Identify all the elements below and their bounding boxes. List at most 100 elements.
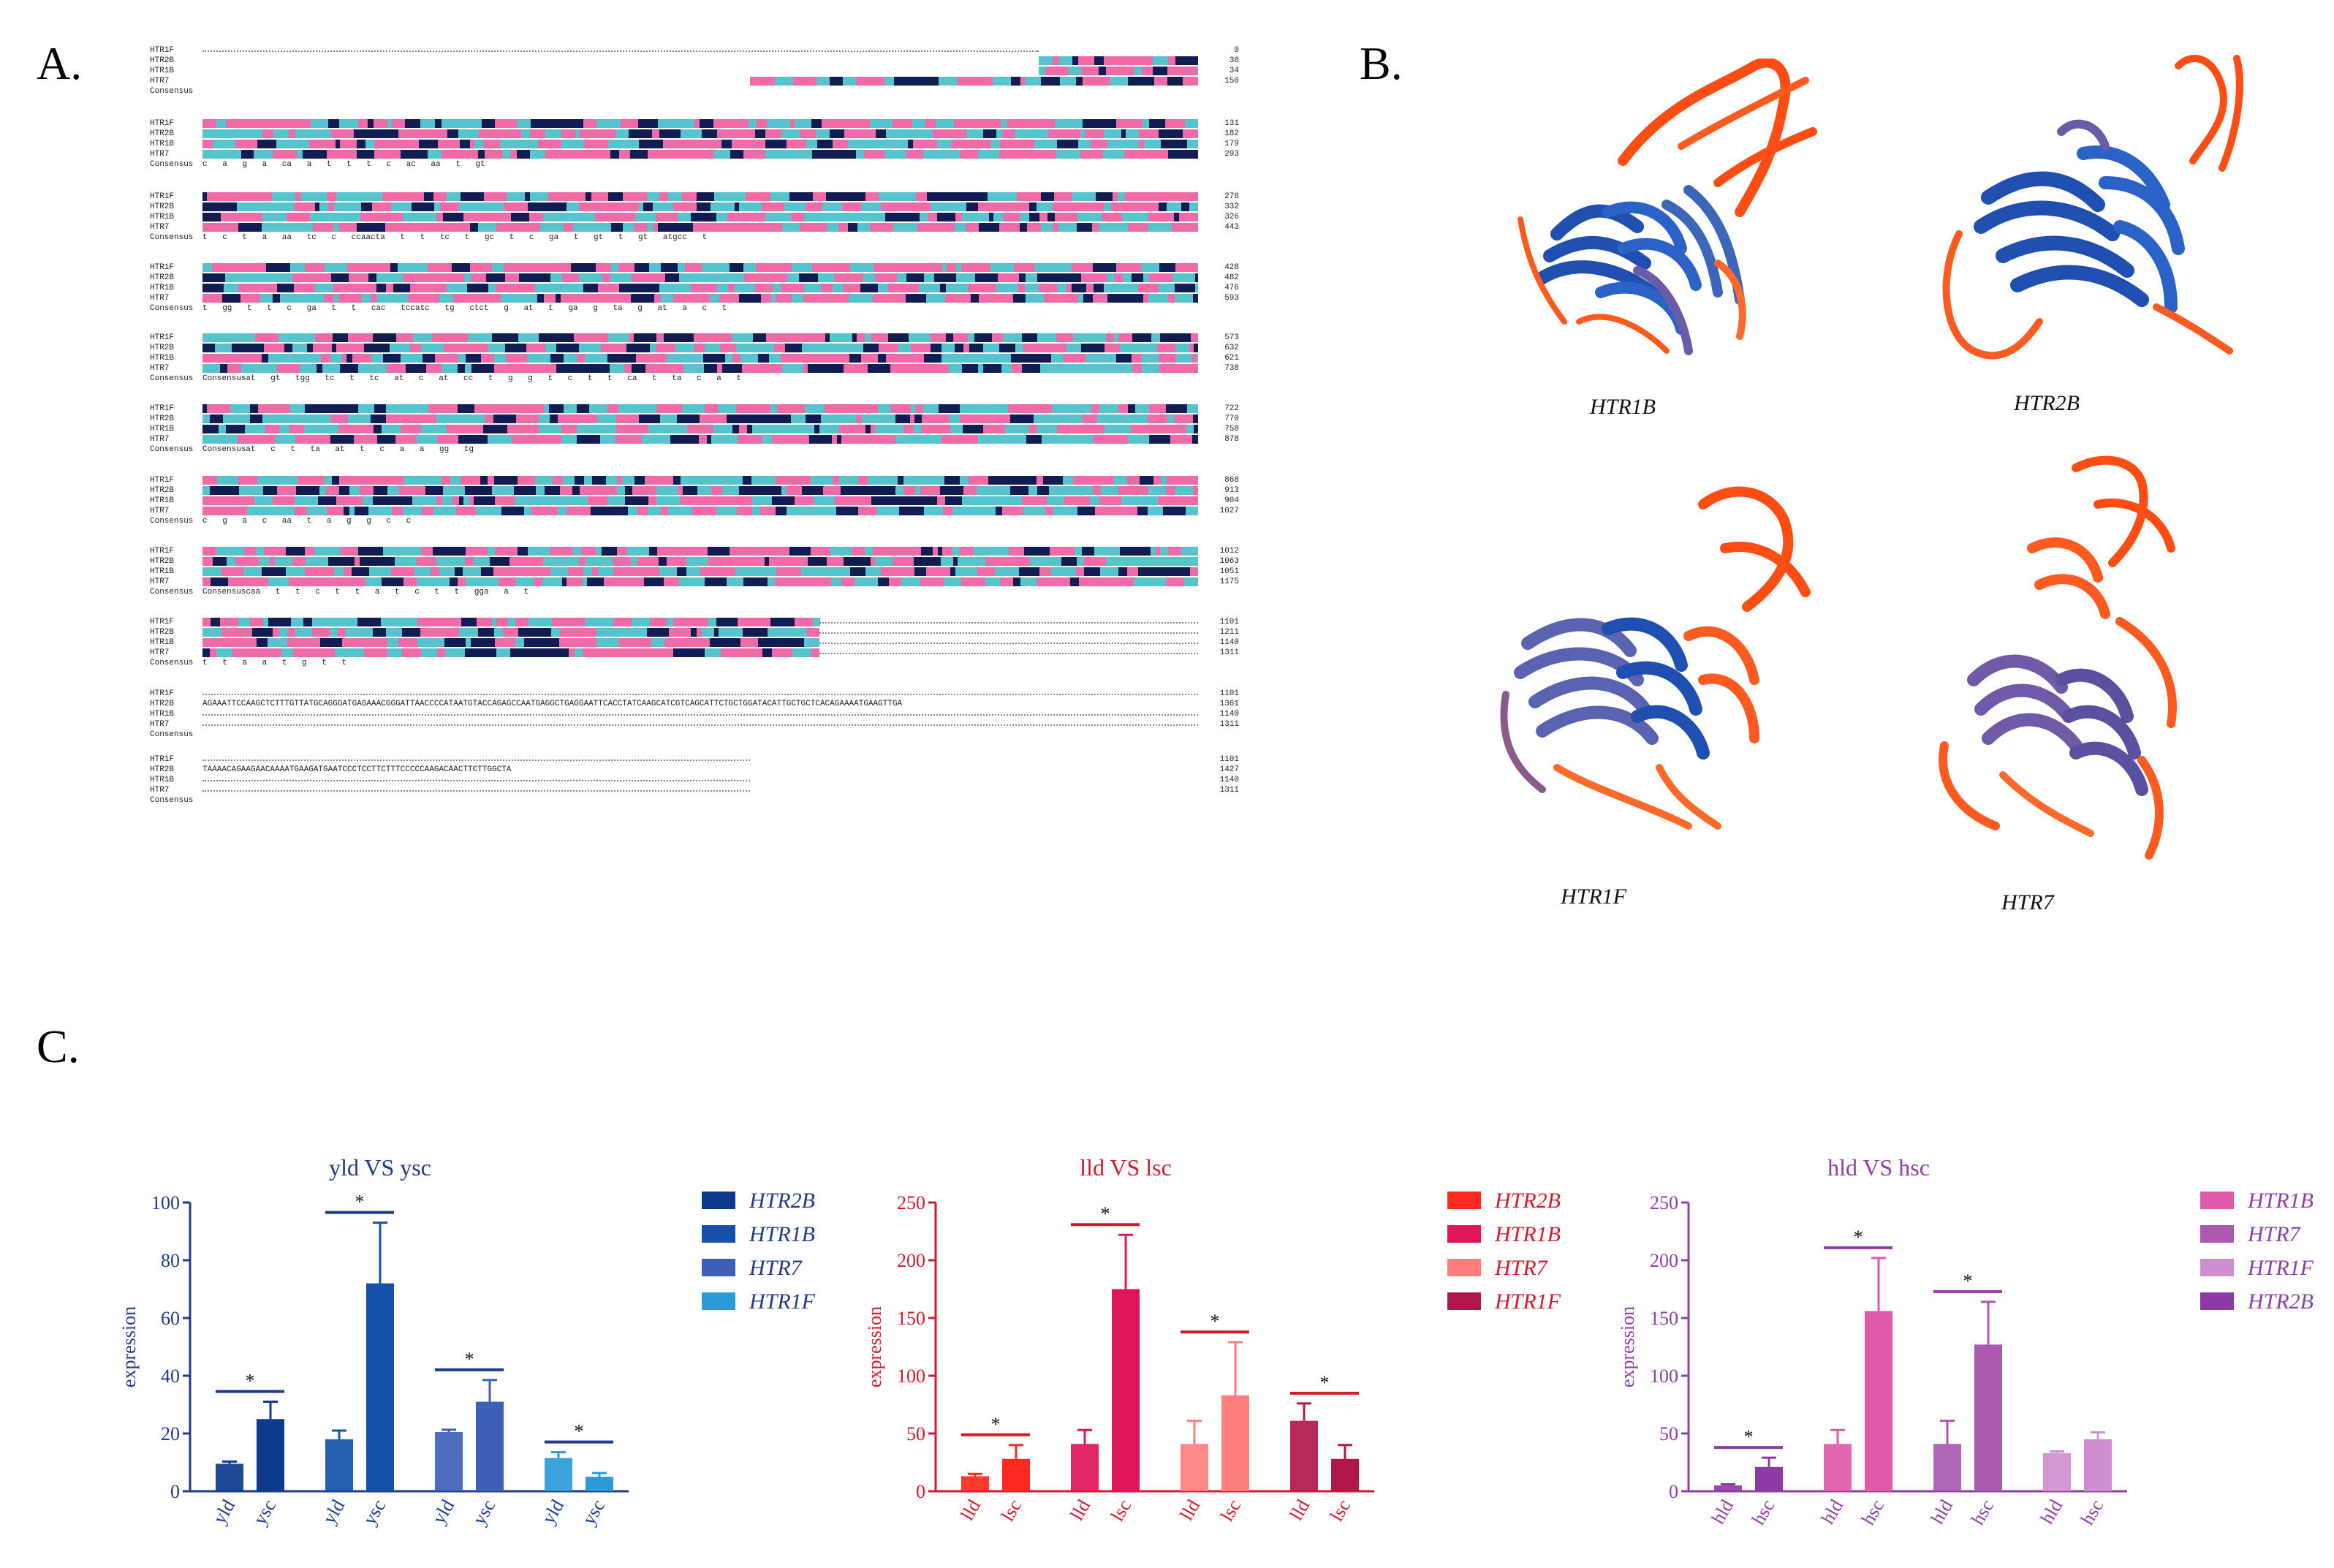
- alignment-residue-block: [319, 486, 326, 495]
- alignment-residue-block: [413, 333, 426, 342]
- alignment-residue-block: [956, 273, 975, 282]
- alignment-residue-block: [766, 273, 787, 282]
- alignment-residue-block: [564, 354, 577, 363]
- alignment-residue-block: [470, 223, 478, 232]
- alignment-residue-block: [295, 333, 315, 342]
- alignment-residue-block: [466, 202, 482, 211]
- alignment-residue-block: [535, 263, 553, 272]
- alignment-residue-block: [478, 150, 485, 159]
- alignment-residue-block: [899, 129, 921, 138]
- alignment-residue-block: [1058, 273, 1081, 282]
- alignment-residue-block: [629, 129, 652, 138]
- alignment-residue-block: [505, 344, 517, 352]
- alignment-residue-block: [891, 294, 906, 303]
- alignment-residue-block: [358, 404, 370, 413]
- alignment-residue-block: [605, 202, 629, 211]
- alignment-residue-block: [800, 223, 822, 232]
- alignment-residue-block: [901, 577, 920, 586]
- alignment-residue-block: [558, 414, 576, 423]
- alignment-residue-block: [387, 364, 406, 373]
- alignment-residue-block: [338, 435, 354, 444]
- alignment-row: HTR2B 913: [150, 485, 1239, 496]
- alignment-row-name: HTR7: [150, 720, 170, 729]
- alignment-residue-block: [789, 333, 813, 342]
- alignment-residue-block: [561, 294, 578, 303]
- alignment-residue-block: [482, 119, 495, 128]
- alignment-residue-block: [299, 567, 305, 576]
- alignment-residue-block: [983, 129, 996, 138]
- alignment-residue-block: [1078, 56, 1095, 65]
- alignment-residue-block: [349, 486, 360, 495]
- alignment-residue-block: [516, 414, 539, 423]
- alignment-residue-block: [711, 202, 735, 211]
- alignment-residue-block: [1049, 486, 1057, 495]
- alignment-track: [202, 354, 1198, 363]
- alignment-residue-block: [717, 129, 721, 138]
- alignment-residue-block: [583, 577, 587, 586]
- alignment-residue-block: [889, 577, 901, 586]
- alignment-residue-block: [396, 213, 403, 221]
- alignment-residue-block: [603, 628, 624, 637]
- alignment-residue-block: [401, 150, 407, 159]
- alignment-residue-block: [962, 354, 982, 363]
- alignment-residue-block: [287, 638, 311, 647]
- alignment-residue-block: [952, 507, 963, 515]
- x-tick-label: hsc: [1857, 1496, 1888, 1529]
- alignment-residue-block: [390, 344, 410, 352]
- alignment-residue-block: [830, 333, 852, 342]
- alignment-residue-block: [221, 344, 232, 352]
- alignment-residue-block: [262, 213, 287, 221]
- alignment-residue-block: [1118, 333, 1132, 342]
- alignment-residue-block: [777, 404, 795, 413]
- alignment-residue-block: [906, 150, 917, 159]
- alignment-residue-block: [1020, 150, 1035, 159]
- alignment-residue-block: [765, 557, 769, 566]
- alignment-residue-block: [921, 547, 933, 556]
- alignment-residue-block: [352, 567, 369, 576]
- alignment-row-name: HTR1B: [150, 213, 175, 221]
- alignment-residue-block: [1072, 213, 1077, 221]
- alignment-residue-block: [567, 577, 583, 586]
- alignment-residue-block: [1055, 119, 1074, 128]
- alignment-residue-block: [968, 333, 974, 342]
- alignment-residue-block: [611, 223, 623, 232]
- alignment-residue-block: [990, 263, 1014, 272]
- alignment-row-end: 1051: [1219, 567, 1239, 576]
- alignment-residue-block: [536, 547, 550, 556]
- alignment-row: HTR1F 722: [150, 404, 1239, 414]
- alignment-residue-block: [789, 435, 809, 444]
- alignment-row-end: 1311: [1219, 720, 1239, 729]
- alignment-residue-block: [530, 294, 537, 303]
- alignment-residue-block: [1029, 140, 1034, 148]
- alignment-residue-block: [924, 273, 934, 282]
- alignment-residue-block: [1130, 140, 1139, 148]
- alignment-residue-block: [1183, 364, 1198, 373]
- alignment-residue-block: [994, 294, 1013, 303]
- alignment-residue-block: [727, 577, 743, 586]
- alignment-residue-block: [582, 150, 594, 159]
- alignment-residue-block: [1037, 577, 1041, 586]
- alignment-residue-block: [938, 547, 942, 556]
- alignment-residue-block: [906, 557, 914, 566]
- alignment-residue-block: [1039, 67, 1046, 75]
- alignment-residue-block: [438, 577, 450, 586]
- alignment-residue-block: [1012, 364, 1022, 373]
- alignment-residue-block: [459, 628, 478, 637]
- alignment-residue-block: [297, 150, 303, 159]
- alignment-row-end: 326: [1224, 213, 1239, 221]
- alignment-residue-block: [757, 119, 767, 128]
- alignment-residue-block: [319, 202, 328, 211]
- alignment-residue-block: [335, 648, 343, 657]
- alignment-residue-block: [520, 140, 538, 148]
- alignment-residue-block: [973, 77, 985, 86]
- alignment-residue-block: [1172, 425, 1178, 433]
- alignment-residue-block: [694, 344, 705, 352]
- alignment-residue-block: [594, 425, 616, 433]
- alignment-residue-block: [1126, 129, 1139, 138]
- alignment-residue-block: [776, 294, 792, 303]
- alignment-row-name: HTR7: [150, 507, 170, 515]
- alignment-residue-block: [1148, 425, 1172, 433]
- alignment-row-name: HTR7: [150, 786, 170, 795]
- alignment-residue-block: [669, 547, 684, 556]
- alignment-residue-block: [1132, 364, 1142, 373]
